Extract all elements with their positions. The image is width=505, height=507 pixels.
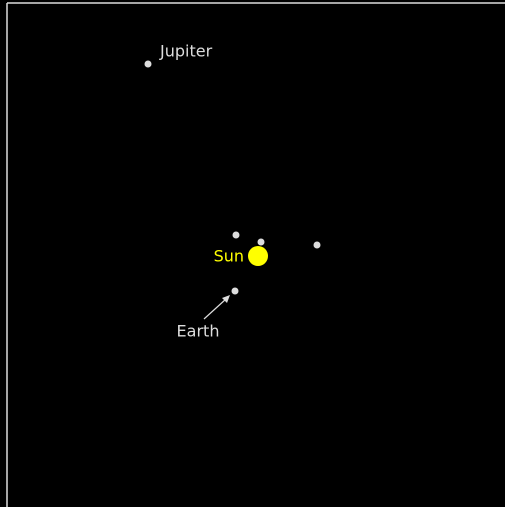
sun-disc: [248, 246, 268, 266]
jupiter-dot: [145, 61, 152, 68]
planet-dot: [258, 239, 265, 246]
earth-label: Earth: [177, 322, 220, 341]
earth-dot: [232, 288, 239, 295]
page: Jupiter Sun Earth (() => { const data = …: [0, 0, 505, 507]
planet-dot: [314, 242, 321, 249]
jupiter-label: Jupiter: [159, 42, 213, 61]
sun-label: Sun: [214, 247, 244, 266]
solar-system-view: Jupiter Sun Earth: [0, 0, 505, 507]
planet-dot: [233, 232, 240, 239]
